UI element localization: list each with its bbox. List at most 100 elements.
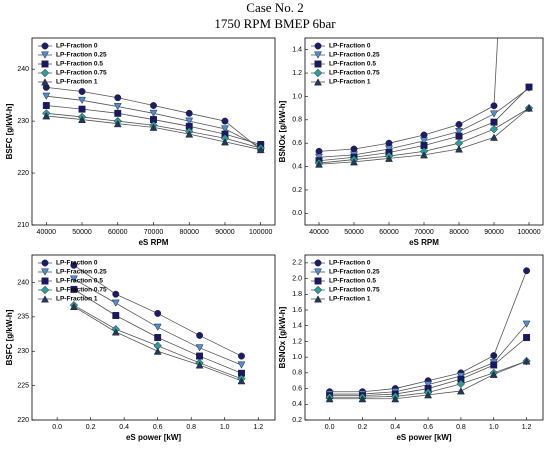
marker (237, 377, 246, 385)
legend-label: LP-Fraction 0.25 (329, 52, 380, 59)
marker (150, 102, 157, 109)
legend-marker (41, 295, 49, 303)
y-tick-label: 0.4 (292, 163, 302, 170)
legend-marker (314, 259, 322, 267)
series-layer (69, 261, 246, 385)
marker (70, 261, 78, 269)
legend-marker (41, 42, 49, 50)
y-tick-label: 0.2 (292, 417, 302, 424)
legend-marker (41, 268, 49, 276)
marker (237, 361, 246, 369)
y-tick-label: 1.4 (292, 323, 302, 330)
y-tick-label: 1.6 (292, 307, 302, 314)
x-tick-label: 0.6 (423, 424, 433, 431)
marker (114, 94, 122, 102)
y-tick-label: 1.0 (292, 93, 302, 100)
plot-area (304, 254, 544, 421)
marker (490, 352, 498, 360)
marker (114, 109, 122, 117)
marker (195, 344, 204, 352)
x-tick-label: 1.2 (522, 424, 532, 431)
y-tick-label: 0.6 (292, 140, 302, 147)
y-axis-label: BSFC [g/kW-h] (5, 309, 14, 365)
marker (221, 125, 229, 133)
y-tick-label: 225 (17, 382, 29, 389)
plot-area (31, 254, 276, 421)
y-tick-label: 0.4 (292, 401, 302, 408)
x-tick-label: 70000 (414, 229, 434, 236)
legend-label: LP-Fraction 0 (56, 260, 98, 267)
legend-label: LP-Fraction 0 (56, 43, 98, 50)
marker (525, 83, 533, 91)
marker (424, 391, 433, 399)
marker (221, 117, 229, 125)
marker (149, 123, 158, 131)
x-tick-label: 40000 (309, 229, 329, 236)
legend-marker (314, 277, 322, 285)
legend-marker (314, 295, 322, 303)
series-layer (42, 83, 265, 154)
x-tick-label: 100000 (249, 229, 272, 236)
y-tick-label: 2.0 (292, 275, 302, 282)
y-tick-label: 1.8 (292, 291, 302, 298)
marker (489, 124, 499, 134)
legend-marker (41, 60, 49, 68)
marker (69, 275, 78, 283)
legend-label: LP-Fraction 0.75 (56, 70, 107, 77)
marker (456, 387, 465, 395)
y-axis-label: BSNOx [g/kW-h] (278, 100, 287, 162)
legend-label: LP-Fraction 0.5 (329, 61, 376, 68)
y-tick-label: 220 (17, 170, 29, 177)
marker (195, 361, 204, 369)
marker (185, 109, 193, 117)
marker (153, 347, 162, 355)
marker (42, 92, 51, 100)
x-tick-label: 1.2 (253, 424, 263, 431)
legend-marker (41, 277, 49, 285)
marker (113, 103, 122, 111)
figure-title: Case No. 2 (246, 0, 303, 15)
legend-label: LP-Fraction 0.25 (329, 269, 380, 276)
marker (256, 145, 265, 154)
marker (490, 361, 498, 369)
y-tick-label: 0.8 (292, 370, 302, 377)
x-tick-label: 60000 (379, 229, 399, 236)
marker (325, 395, 334, 403)
legend-marker (314, 78, 322, 86)
marker (238, 352, 245, 360)
y-tick-label: 0.0 (292, 210, 302, 217)
legend-marker (41, 51, 49, 59)
marker (490, 133, 498, 141)
marker (196, 352, 204, 360)
legend-label: LP-Fraction 1 (329, 79, 371, 86)
marker (42, 102, 50, 109)
y-tick-label: 1.0 (292, 354, 302, 361)
series-layer (314, 38, 534, 168)
legend-label: LP-Fraction 0 (329, 43, 371, 50)
marker (385, 145, 393, 153)
y-tick-label: 230 (17, 118, 29, 125)
y-axis-label: BSNOx [g/kW-h] (278, 306, 287, 368)
x-tick-label: 0.0 (325, 424, 335, 431)
y-tick-label: 0.8 (292, 117, 302, 124)
marker (149, 109, 158, 118)
marker (350, 158, 358, 166)
marker (78, 105, 86, 113)
marker (78, 96, 86, 105)
legend-marker (314, 42, 322, 50)
legend-label: LP-Fraction 0 (329, 260, 371, 267)
legend-marker (314, 268, 322, 276)
legend-marker (40, 285, 50, 295)
x-axis-label: eS power [kW] (396, 433, 451, 442)
x-axis-label: eS RPM (139, 238, 169, 247)
x-tick-label: 0.2 (86, 424, 96, 431)
x-axis-label: eS power [kW] (126, 433, 181, 442)
legend-label: LP-Fraction 1 (56, 79, 98, 86)
y-axis-label: BSFC [g/kW-h] (5, 103, 14, 159)
marker (185, 117, 194, 125)
marker (315, 147, 323, 155)
marker (112, 290, 120, 298)
legend-label: LP-Fraction 1 (329, 296, 371, 303)
x-tick-label: 80000 (449, 229, 469, 236)
legend-marker (313, 285, 323, 295)
